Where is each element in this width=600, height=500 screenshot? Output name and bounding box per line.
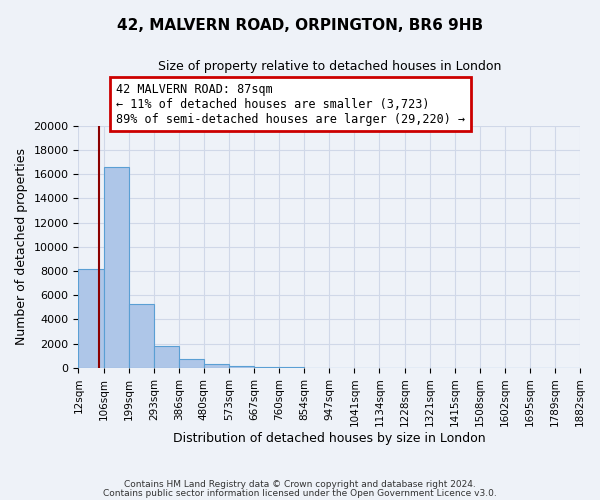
X-axis label: Distribution of detached houses by size in London: Distribution of detached houses by size … — [173, 432, 485, 445]
Text: 42 MALVERN ROAD: 87sqm
← 11% of detached houses are smaller (3,723)
89% of semi-: 42 MALVERN ROAD: 87sqm ← 11% of detached… — [116, 82, 465, 126]
Y-axis label: Number of detached properties: Number of detached properties — [15, 148, 28, 346]
Bar — [104, 167, 128, 368]
Bar — [254, 367, 279, 368]
Text: 42, MALVERN ROAD, ORPINGTON, BR6 9HB: 42, MALVERN ROAD, ORPINGTON, BR6 9HB — [117, 18, 483, 32]
Bar — [204, 364, 229, 368]
Bar — [229, 366, 254, 368]
Text: Contains HM Land Registry data © Crown copyright and database right 2024.: Contains HM Land Registry data © Crown c… — [124, 480, 476, 489]
Bar — [154, 346, 179, 368]
Text: Contains public sector information licensed under the Open Government Licence v3: Contains public sector information licen… — [103, 488, 497, 498]
Bar — [128, 304, 154, 368]
Title: Size of property relative to detached houses in London: Size of property relative to detached ho… — [158, 60, 501, 73]
Bar — [179, 359, 204, 368]
Bar — [79, 268, 104, 368]
